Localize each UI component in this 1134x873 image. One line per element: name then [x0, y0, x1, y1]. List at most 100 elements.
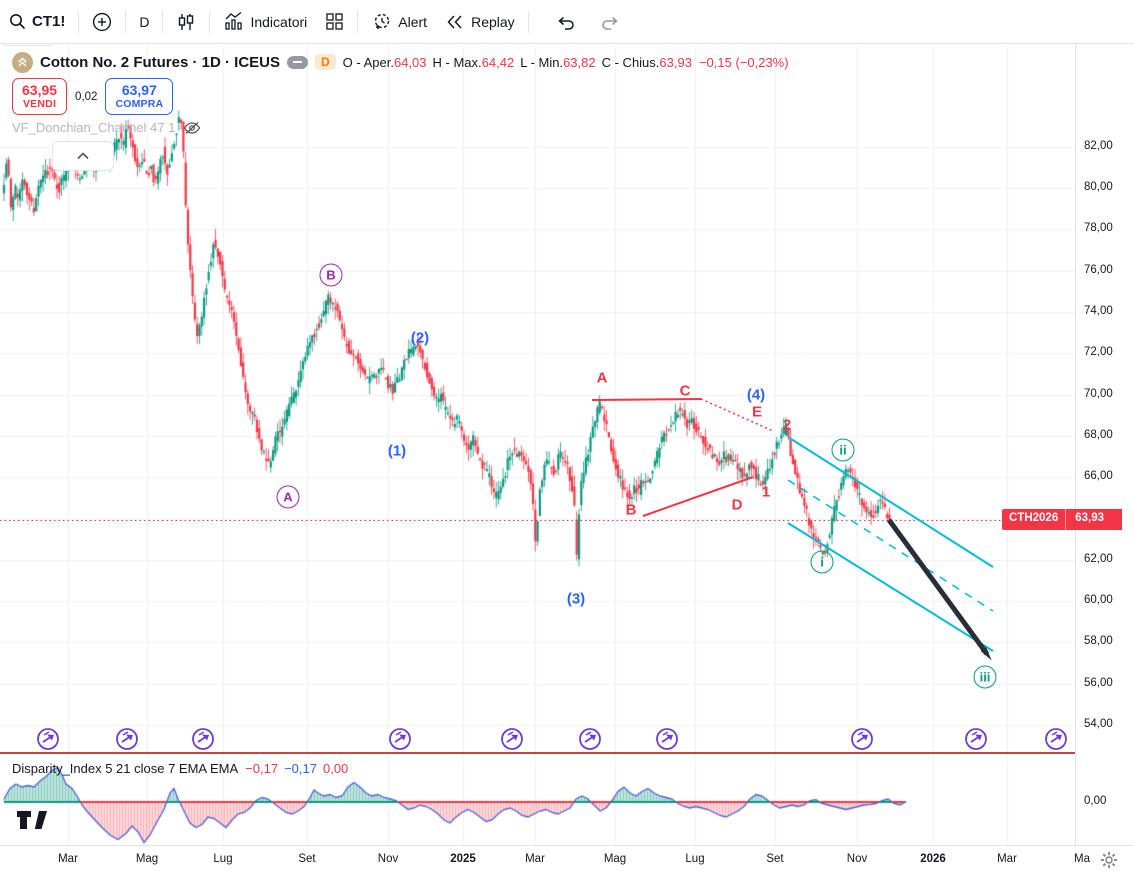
- wave-label-C[interactable]: C: [679, 382, 691, 400]
- wave-label-E[interactable]: E: [751, 403, 763, 421]
- time-axis-label: Nov: [846, 853, 868, 865]
- wave-label-D[interactable]: D: [731, 496, 743, 514]
- wave-label-2[interactable]: 2: [782, 416, 792, 434]
- indicators-button[interactable]: Indicatori: [214, 0, 316, 44]
- symbol-logo: [12, 51, 33, 73]
- time-axis-settings-gear-icon[interactable]: [1100, 851, 1118, 869]
- contract-roll-marker[interactable]: [116, 728, 138, 750]
- wave-label-A[interactable]: A: [596, 369, 608, 387]
- redo-button[interactable]: [591, 0, 629, 44]
- contract-roll-marker[interactable]: [501, 728, 523, 750]
- buy-label: COMPRA: [115, 98, 164, 111]
- buy-button[interactable]: 63,97 COMPRA: [105, 78, 174, 116]
- trade-panel: 63,95 VENDI 0,02 63,97 COMPRA: [12, 78, 174, 116]
- wave-label-i[interactable]: i: [810, 550, 834, 574]
- layout-templates-button[interactable]: [316, 0, 353, 44]
- indicators-icon: [225, 11, 243, 30]
- pane-separator[interactable]: [0, 752, 1134, 754]
- hide-symbol-toggle[interactable]: [287, 55, 308, 69]
- contract-roll-marker[interactable]: [37, 728, 59, 750]
- overlay-indicator-legend: VF_Donchian_Channel 47 1: [12, 120, 201, 135]
- undo-icon: [558, 16, 574, 30]
- symbol-search-button[interactable]: CT1!: [0, 0, 74, 44]
- contract-roll-marker[interactable]: [579, 728, 601, 750]
- wave-label-3[interactable]: (3): [566, 590, 586, 608]
- symbol-ticker: CT1!: [32, 13, 66, 30]
- triangle-top-trendline[interactable]: [591, 398, 702, 401]
- time-axis-label: Mag: [135, 853, 159, 865]
- chart-style-button[interactable]: [167, 0, 205, 44]
- wave-label-A[interactable]: A: [276, 485, 300, 509]
- toolbar-divider: [162, 10, 164, 33]
- wave-label-ii[interactable]: ii: [831, 438, 855, 462]
- contract-roll-marker[interactable]: [389, 728, 411, 750]
- indicator-zero-label: 0,00: [1084, 795, 1107, 807]
- wave-label-iii[interactable]: iii: [973, 665, 997, 689]
- channel-lower-line[interactable]: [787, 522, 994, 652]
- wave-label-B[interactable]: B: [319, 263, 343, 287]
- compare-add-symbol-button[interactable]: [83, 0, 121, 44]
- redo-icon: [601, 16, 618, 30]
- channel-upper-line[interactable]: [787, 436, 994, 568]
- spread-value: 0,02: [75, 90, 98, 103]
- wave-label-1[interactable]: (1): [387, 442, 407, 460]
- triangle-bottom-trendline[interactable]: [642, 476, 754, 517]
- price-axis-label: 76,00: [1084, 263, 1113, 276]
- pane-indicator-name[interactable]: Disparity_Index 5 21 close 7 EMA EMA: [12, 761, 239, 776]
- projection-arrow[interactable]: [886, 518, 990, 656]
- replay-rewind-icon: [447, 14, 462, 29]
- overlay-indicator-name[interactable]: VF_Donchian_Channel 47 1: [12, 120, 176, 135]
- contract-roll-marker[interactable]: [656, 728, 678, 750]
- contract-roll-marker[interactable]: [192, 728, 214, 750]
- triangle-dotted-trendline[interactable]: [700, 398, 774, 432]
- toolbar-divider: [125, 10, 127, 33]
- pane-indicator-value: −0,17: [245, 761, 279, 776]
- search-icon: [10, 14, 26, 30]
- alert-button[interactable]: Alert: [362, 0, 436, 44]
- last-price-value: 63,93: [1065, 509, 1123, 530]
- wave-label-2[interactable]: (2): [410, 329, 430, 347]
- wave-label-1[interactable]: 1: [761, 483, 771, 501]
- time-axis-label: Set: [766, 853, 784, 865]
- symbol-title[interactable]: Cotton No. 2 Futures · 1D · ICEUS: [40, 53, 280, 71]
- sell-label: VENDI: [22, 98, 57, 111]
- price-axis[interactable]: 82,00 80,00 78,00 76,00 74,00 72,00 70,00 68,00…: [1075, 44, 1134, 845]
- wave-label-B[interactable]: B: [625, 501, 637, 519]
- toolbar-divider: [78, 10, 80, 33]
- time-axis-label: Nov: [377, 853, 399, 865]
- contract-roll-marker[interactable]: [1045, 728, 1067, 750]
- price-axis-label: 54,00: [1084, 718, 1113, 730]
- time-axis-label: Set: [298, 853, 316, 865]
- price-axis-label: 80,00: [1084, 181, 1113, 194]
- ohlc-value: 63,82: [563, 54, 596, 70]
- price-axis-label: 72,00: [1084, 346, 1113, 359]
- pane-indicator-value: 0,00: [322, 761, 349, 776]
- contract-roll-marker[interactable]: [851, 728, 873, 750]
- tradingview-logo[interactable]: [16, 810, 52, 832]
- time-axis-label: Mar: [997, 853, 1017, 865]
- time-axis-label: Lug: [685, 853, 705, 865]
- alert-label: Alert: [398, 13, 428, 30]
- replay-label: Replay: [471, 13, 515, 30]
- wave-label-4[interactable]: (4): [746, 386, 766, 404]
- toolbar-divider: [357, 10, 359, 33]
- pane-indicator-legend: Disparity_Index 5 21 close 7 EMA EMA −0,…: [12, 761, 354, 776]
- toolbar-divider: [527, 10, 529, 33]
- eye-slash-icon[interactable]: [183, 121, 201, 135]
- time-axis[interactable]: Mar Mag Lug Set Nov 2025 Mar Mag Lug Set Nov 2026 Ma…: [0, 845, 1134, 873]
- interval-button[interactable]: D: [130, 0, 158, 44]
- price-axis-label: 74,00: [1084, 305, 1113, 317]
- interval-badge[interactable]: D: [315, 54, 336, 70]
- sell-button[interactable]: 63,95 VENDI: [12, 78, 68, 116]
- last-price-label[interactable]: CTH2026 63,93: [1002, 509, 1123, 530]
- ohlc-label: C - Chius.: [601, 54, 660, 70]
- undo-button[interactable]: [547, 0, 585, 44]
- ohlc-value: 64,42: [481, 54, 515, 70]
- price-axis-label: 70,00: [1084, 387, 1113, 400]
- channel-middle-line[interactable]: [787, 479, 994, 612]
- contract-roll-marker[interactable]: [965, 728, 987, 750]
- replay-button[interactable]: Replay: [436, 0, 524, 44]
- pane-collapse-button[interactable]: [52, 141, 114, 171]
